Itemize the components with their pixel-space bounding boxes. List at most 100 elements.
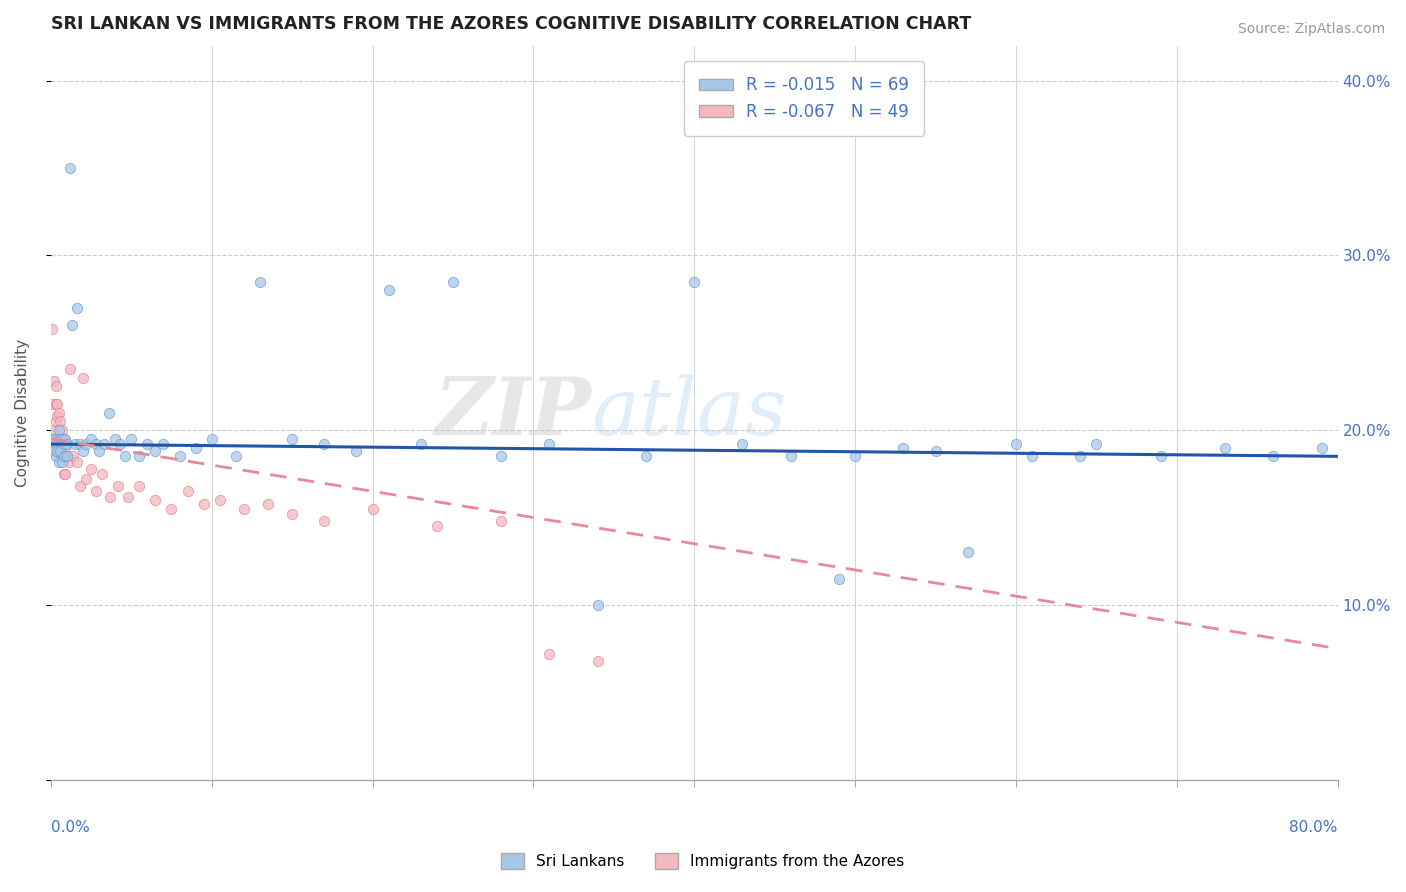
Point <box>586 598 609 612</box>
Point <box>225 450 247 464</box>
Point <box>69 437 91 451</box>
Point <box>1021 450 1043 464</box>
Point <box>46 444 69 458</box>
Point <box>63 437 86 451</box>
Point <box>249 275 271 289</box>
Point <box>42 444 65 458</box>
Point <box>169 450 191 464</box>
Point <box>51 432 73 446</box>
Point <box>75 472 97 486</box>
Point <box>314 514 336 528</box>
Point <box>45 379 67 393</box>
Point <box>257 496 280 510</box>
Point <box>48 406 70 420</box>
Point <box>145 493 167 508</box>
Point <box>84 484 107 499</box>
Point <box>208 493 231 508</box>
Point <box>58 454 80 468</box>
Point <box>232 501 254 516</box>
Text: atlas: atlas <box>592 374 787 451</box>
Point <box>51 450 73 464</box>
Point <box>128 450 150 464</box>
Point <box>97 406 120 420</box>
Point <box>53 432 76 446</box>
Point <box>87 444 110 458</box>
Point <box>152 437 174 451</box>
Point <box>42 423 65 437</box>
Point <box>62 450 84 464</box>
Point <box>48 432 70 446</box>
Point <box>1213 441 1236 455</box>
Point <box>51 423 73 437</box>
Point <box>60 318 83 333</box>
Point <box>93 437 115 451</box>
Point <box>346 444 368 458</box>
Point <box>489 514 512 528</box>
Point <box>49 414 72 428</box>
Point <box>160 501 183 516</box>
Point <box>201 432 224 446</box>
Point <box>441 275 464 289</box>
Point <box>779 450 801 464</box>
Text: 0.0%: 0.0% <box>51 820 90 835</box>
Point <box>193 496 215 510</box>
Point <box>1069 450 1091 464</box>
Point <box>56 450 79 464</box>
Point <box>117 490 139 504</box>
Text: 80.0%: 80.0% <box>1289 820 1337 835</box>
Point <box>538 437 561 451</box>
Point <box>51 454 73 468</box>
Text: SRI LANKAN VS IMMIGRANTS FROM THE AZORES COGNITIVE DISABILITY CORRELATION CHART: SRI LANKAN VS IMMIGRANTS FROM THE AZORES… <box>51 15 972 33</box>
Point <box>53 467 76 481</box>
Point <box>377 283 399 297</box>
Point <box>128 479 150 493</box>
Point <box>98 490 121 504</box>
Point <box>41 441 63 455</box>
Point <box>1005 437 1028 451</box>
Point <box>46 409 69 424</box>
Point <box>80 461 103 475</box>
Point <box>52 437 75 451</box>
Point <box>91 467 114 481</box>
Point <box>42 374 65 388</box>
Point <box>49 432 72 446</box>
Point <box>1310 441 1333 455</box>
Point <box>489 450 512 464</box>
Point <box>52 450 75 464</box>
Point <box>72 370 94 384</box>
Point <box>924 444 946 458</box>
Point <box>45 437 67 451</box>
Point <box>586 654 609 668</box>
Point <box>46 432 69 446</box>
Point <box>361 501 384 516</box>
Point <box>45 414 67 428</box>
Point <box>176 484 198 499</box>
Point <box>538 647 561 661</box>
Point <box>53 441 76 455</box>
Point <box>120 432 142 446</box>
Point <box>107 479 129 493</box>
Point <box>65 301 87 315</box>
Point <box>69 479 91 493</box>
Point <box>409 437 432 451</box>
Point <box>84 437 107 451</box>
Point <box>65 454 87 468</box>
Point <box>426 519 449 533</box>
Point <box>49 444 72 458</box>
Point <box>1085 437 1108 451</box>
Point <box>48 454 70 468</box>
Point <box>52 467 75 481</box>
Point <box>72 444 94 458</box>
Point <box>59 161 82 175</box>
Point <box>844 450 866 464</box>
Point <box>41 322 63 336</box>
Point <box>56 437 79 451</box>
Point <box>42 432 65 446</box>
Point <box>48 437 70 451</box>
Y-axis label: Cognitive Disability: Cognitive Disability <box>15 339 30 487</box>
Point <box>48 423 70 437</box>
Point <box>145 444 167 458</box>
Point <box>80 432 103 446</box>
Point <box>281 507 304 521</box>
Point <box>56 450 79 464</box>
